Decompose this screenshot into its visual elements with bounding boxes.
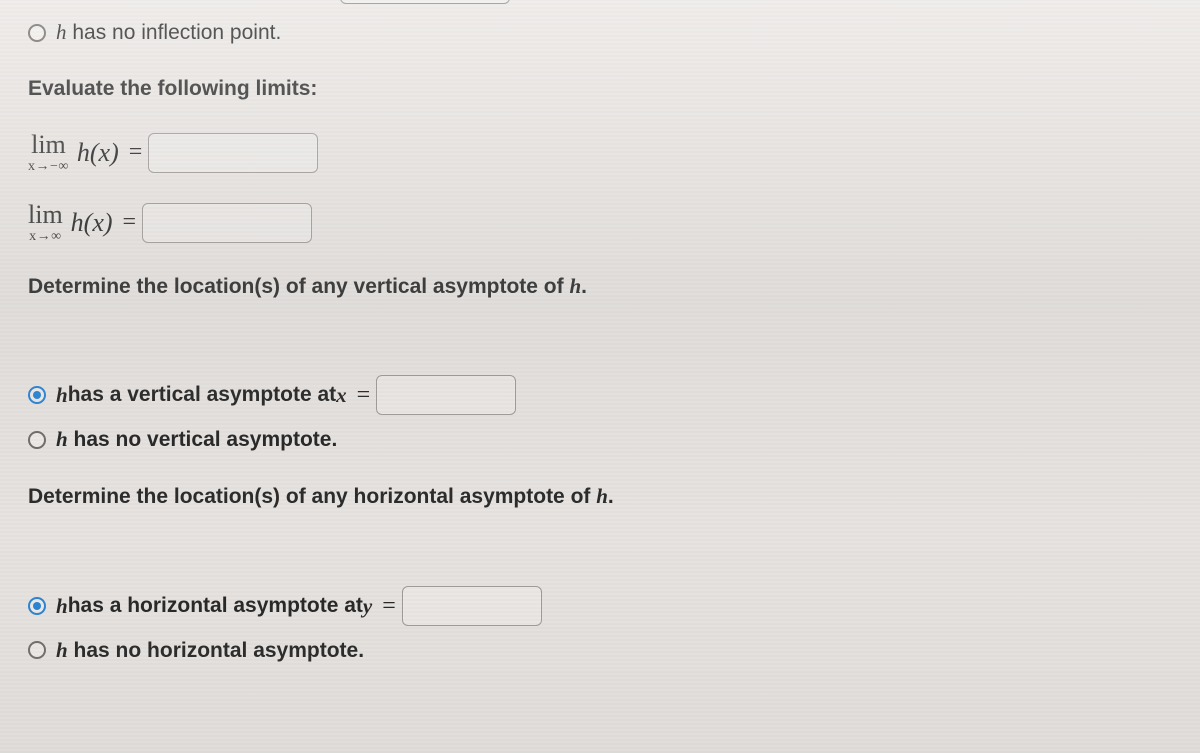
va-has-pre: has a vertical asymptote at xyxy=(68,381,336,409)
label-no-vert-asymptote: h has no vertical asymptote. xyxy=(56,425,337,454)
option-no-horiz-asymptote[interactable]: h has no horizontal asymptote. xyxy=(28,636,1172,665)
hofx-2: h(x) xyxy=(71,205,113,240)
ha-no-fn: h xyxy=(56,638,68,662)
prompt-vert-pre: Determine the location(s) of any vertica… xyxy=(28,275,569,298)
label-has-vert-asymptote: h has a vertical asymptote at x = xyxy=(56,375,516,415)
label-has-horiz-asymptote: h has a horizontal asymptote at y = xyxy=(56,586,542,626)
input-vert-asymptote[interactable] xyxy=(376,375,516,415)
va-fn: h xyxy=(56,381,68,409)
partial-input-top xyxy=(340,0,510,4)
radio-no-vert-asymptote[interactable] xyxy=(28,431,46,449)
text-no-inflection: has no inflection point. xyxy=(67,21,282,44)
eq-2: = xyxy=(123,206,137,238)
option-has-vert-asymptote[interactable]: h has a vertical asymptote at x = xyxy=(28,375,1172,415)
va-no-fn: h xyxy=(56,427,68,451)
ha-eq: = xyxy=(382,590,396,622)
radio-no-horiz-asymptote[interactable] xyxy=(28,641,46,659)
option-has-horiz-asymptote[interactable]: h has a horizontal asymptote at y = xyxy=(28,586,1172,626)
lim-neg-inf: lim x→−∞ xyxy=(28,132,69,174)
lim-sub-pos: x→∞ xyxy=(29,230,61,244)
prompt-horiz-asymptote: Determine the location(s) of any horizon… xyxy=(28,482,1172,511)
fn-h: h xyxy=(56,20,67,44)
ha-fn: h xyxy=(56,592,68,620)
hofx-1: h(x) xyxy=(77,135,119,170)
prompt-vert-fn: h xyxy=(569,274,581,298)
va-eq: = xyxy=(357,379,371,411)
prompt-horiz-post: . xyxy=(608,485,614,508)
prompt-limits: Evaluate the following limits: xyxy=(28,75,1172,103)
option-no-vert-asymptote[interactable]: h has no vertical asymptote. xyxy=(28,425,1172,454)
radio-has-vert-asymptote[interactable] xyxy=(28,386,46,404)
limit-neg-inf-row: lim x→−∞ h(x) = xyxy=(28,132,1172,174)
prompt-vert-asymptote: Determine the location(s) of any vertica… xyxy=(28,272,1172,301)
radio-no-inflection[interactable] xyxy=(28,24,46,42)
label-no-inflection: h has no inflection point. xyxy=(56,18,281,47)
eq-1: = xyxy=(129,136,143,168)
lim-pos-inf: lim x→∞ xyxy=(28,202,63,244)
input-horiz-asymptote[interactable] xyxy=(402,586,542,626)
option-no-inflection[interactable]: h has no inflection point. xyxy=(28,18,1172,47)
prompt-horiz-fn: h xyxy=(596,484,608,508)
ha-has-pre: has a horizontal asymptote at xyxy=(68,592,363,620)
label-no-horiz-asymptote: h has no horizontal asymptote. xyxy=(56,636,364,665)
va-var: x xyxy=(336,381,347,409)
input-limit-pos-inf[interactable] xyxy=(142,203,312,243)
ha-no-text: has no horizontal asymptote. xyxy=(68,639,364,662)
lim-sub-neg: x→−∞ xyxy=(28,160,69,174)
limit-pos-inf-row: lim x→∞ h(x) = xyxy=(28,202,1172,244)
lim-label: lim xyxy=(31,132,66,158)
prompt-vert-post: . xyxy=(581,275,587,298)
ha-var: y xyxy=(363,592,372,620)
radio-has-horiz-asymptote[interactable] xyxy=(28,597,46,615)
input-limit-neg-inf[interactable] xyxy=(148,133,318,173)
lim-label-2: lim xyxy=(28,202,63,228)
prompt-horiz-pre: Determine the location(s) of any horizon… xyxy=(28,485,596,508)
va-no-text: has no vertical asymptote. xyxy=(68,428,338,451)
